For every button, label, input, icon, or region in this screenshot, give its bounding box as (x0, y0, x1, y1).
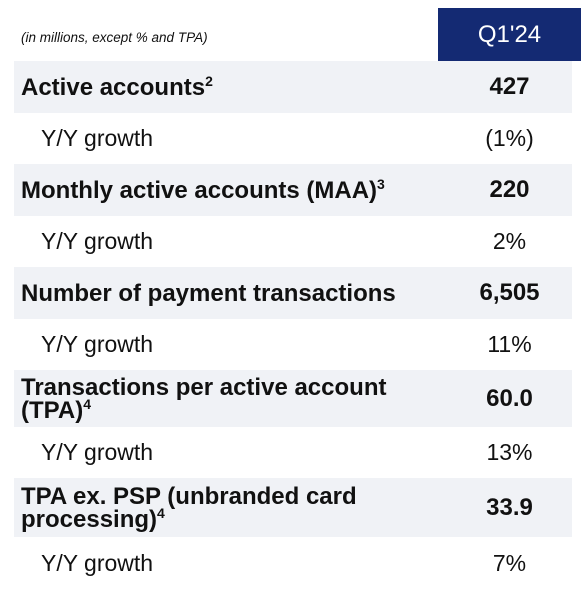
row-value: 427 (489, 73, 530, 100)
row-label: Monthly active accounts (MAA)3 (21, 175, 385, 204)
footnote-marker: 4 (83, 395, 91, 412)
row-label: Y/Y growth (41, 550, 154, 576)
row-label: TPA ex. PSP (unbranded card processing)4 (21, 482, 357, 533)
row-value: 6,505 (479, 279, 540, 306)
table-header: (in millions, except % and TPA) Q1'24 (0, 8, 585, 61)
row-value: 2% (492, 228, 527, 254)
table-row: Transactions per active account (TPA)4 60… (14, 370, 572, 427)
table-row: Y/Y growth 7% (14, 537, 572, 590)
row-value: (1%) (485, 125, 534, 151)
row-label: Transactions per active account (TPA)4 (21, 373, 387, 424)
row-label: Y/Y growth (41, 228, 154, 254)
table-row: Y/Y growth 2% (14, 216, 572, 267)
row-value: 7% (492, 550, 527, 576)
footnote-marker: 4 (157, 504, 165, 521)
table-row: Y/Y growth 11% (14, 319, 572, 370)
row-label: Y/Y growth (41, 125, 154, 151)
table-row: Monthly active accounts (MAA)3 220 (14, 164, 572, 216)
row-value: 220 (489, 176, 530, 203)
row-label: Y/Y growth (41, 331, 154, 357)
table-row: Y/Y growth 13% (14, 427, 572, 478)
period-column-header: Q1'24 (438, 8, 581, 61)
row-value: 13% (486, 439, 533, 465)
row-label: Active accounts2 (21, 72, 213, 101)
table-row: Active accounts2 427 (14, 61, 572, 113)
metrics-table: Active accounts2 427 Y/Y growth (1%) Mon… (14, 61, 572, 590)
row-value: 60.0 (486, 384, 533, 412)
table-row: TPA ex. PSP (unbranded card processing)4 … (14, 478, 572, 537)
table-row: Y/Y growth (1%) (14, 113, 572, 164)
footnote-marker: 2 (205, 72, 213, 89)
units-note: (in millions, except % and TPA) (21, 30, 208, 45)
footnote-marker: 3 (377, 175, 385, 192)
row-label: Y/Y growth (41, 439, 154, 465)
table-row: Number of payment transactions 6,505 (14, 267, 572, 319)
row-value: 33.9 (486, 493, 533, 521)
row-value: 11% (487, 331, 532, 357)
row-label: Number of payment transactions (21, 279, 396, 307)
